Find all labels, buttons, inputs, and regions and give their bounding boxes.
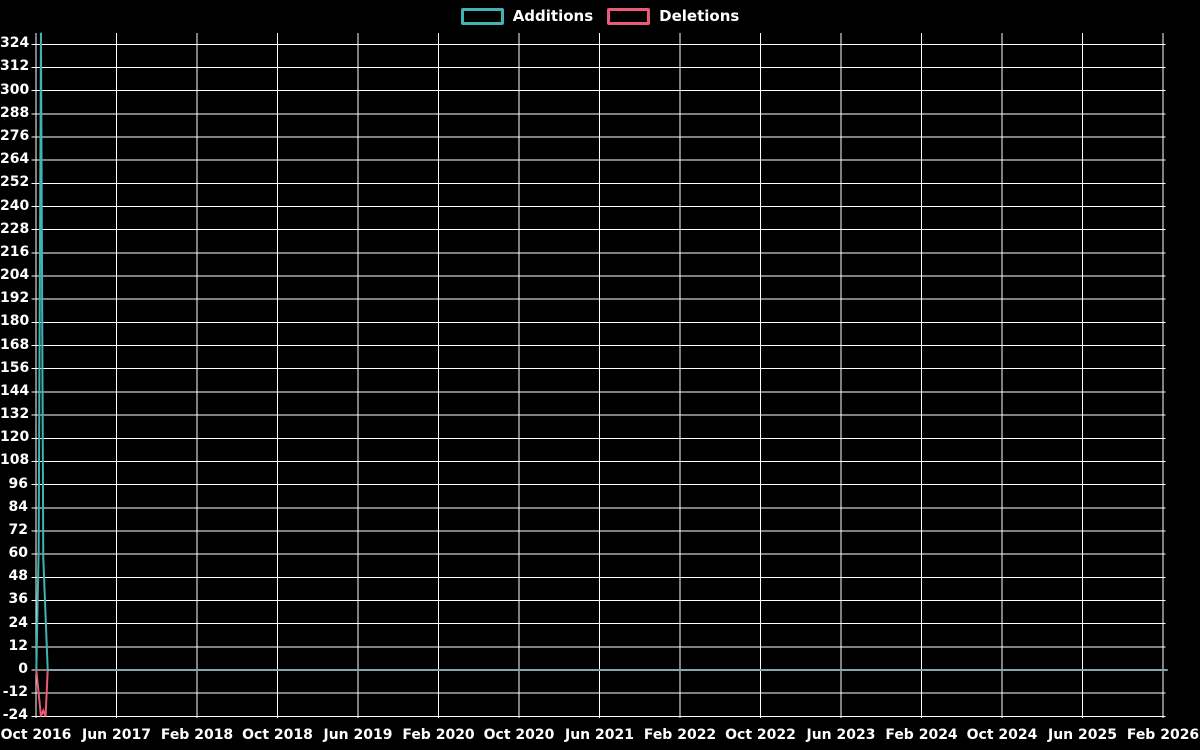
y-axis-label: 300 <box>0 81 30 98</box>
x-axis-label: Jun 2021 <box>565 727 634 743</box>
x-axis-label: Feb 2020 <box>402 727 475 743</box>
y-axis-label: 108 <box>0 452 30 469</box>
x-axis-label: Feb 2022 <box>643 727 717 743</box>
x-axis-label: Feb 2024 <box>885 727 958 743</box>
y-axis-label: 216 <box>0 243 30 260</box>
x-axis-label: Oct 2020 <box>483 727 555 743</box>
y-axis-label: 312 <box>0 58 30 75</box>
y-axis-label: 24 <box>8 614 28 631</box>
y-axis-label: 132 <box>0 406 30 423</box>
y-axis-label: 36 <box>8 591 28 608</box>
x-axis-label: Oct 2018 <box>242 727 313 743</box>
y-axis-label: 12 <box>8 637 28 654</box>
chart-legend: Additions Deletions <box>0 7 1200 25</box>
y-axis-label: 168 <box>0 336 30 353</box>
x-axis-label: Oct 2024 <box>966 727 1038 743</box>
y-axis-label: 204 <box>0 267 30 284</box>
legend-label-deletions: Deletions <box>659 7 740 25</box>
y-axis-label: 156 <box>0 359 30 376</box>
y-axis-label: 324 <box>0 35 30 52</box>
y-axis-label: 252 <box>0 174 30 191</box>
y-axis-label: 264 <box>0 151 30 168</box>
y-axis-label: 180 <box>0 313 30 330</box>
y-axis-label: -12 <box>2 684 28 701</box>
series-line-additions <box>35 32 1168 671</box>
y-axis-label: 276 <box>0 127 30 144</box>
x-axis-label: Feb 2026 <box>1126 727 1200 743</box>
y-axis-label: 120 <box>0 429 30 446</box>
x-axis-label: Jun 2023 <box>806 727 876 743</box>
x-axis-label: Jun 2019 <box>323 727 393 743</box>
y-axis-label: 144 <box>0 382 30 399</box>
deletions-swatch-icon <box>607 7 651 25</box>
y-axis-label: 0 <box>18 661 28 677</box>
x-axis-label: Oct 2016 <box>0 727 72 743</box>
y-axis-label: 60 <box>8 545 28 562</box>
legend-item-deletions[interactable]: Deletions <box>607 7 739 25</box>
x-axis-label: Oct 2022 <box>725 727 796 743</box>
y-axis-label: 192 <box>0 290 30 307</box>
y-axis-label: 288 <box>0 104 30 121</box>
y-axis-label: 72 <box>8 521 28 538</box>
x-axis-label: Feb 2018 <box>160 727 234 743</box>
y-axis-label: 84 <box>8 498 28 515</box>
additions-swatch-icon <box>460 7 504 25</box>
x-axis-label: Jun 2025 <box>1048 727 1117 743</box>
y-axis-label: 48 <box>8 568 28 585</box>
legend-item-additions[interactable]: Additions <box>460 7 594 25</box>
x-axis-label: Jun 2017 <box>82 727 151 743</box>
y-axis-label: -24 <box>2 707 28 724</box>
legend-label-additions: Additions <box>512 7 594 25</box>
y-axis-label: 96 <box>8 475 28 492</box>
y-axis-label: 240 <box>0 197 30 214</box>
y-axis-label: 228 <box>0 220 30 237</box>
